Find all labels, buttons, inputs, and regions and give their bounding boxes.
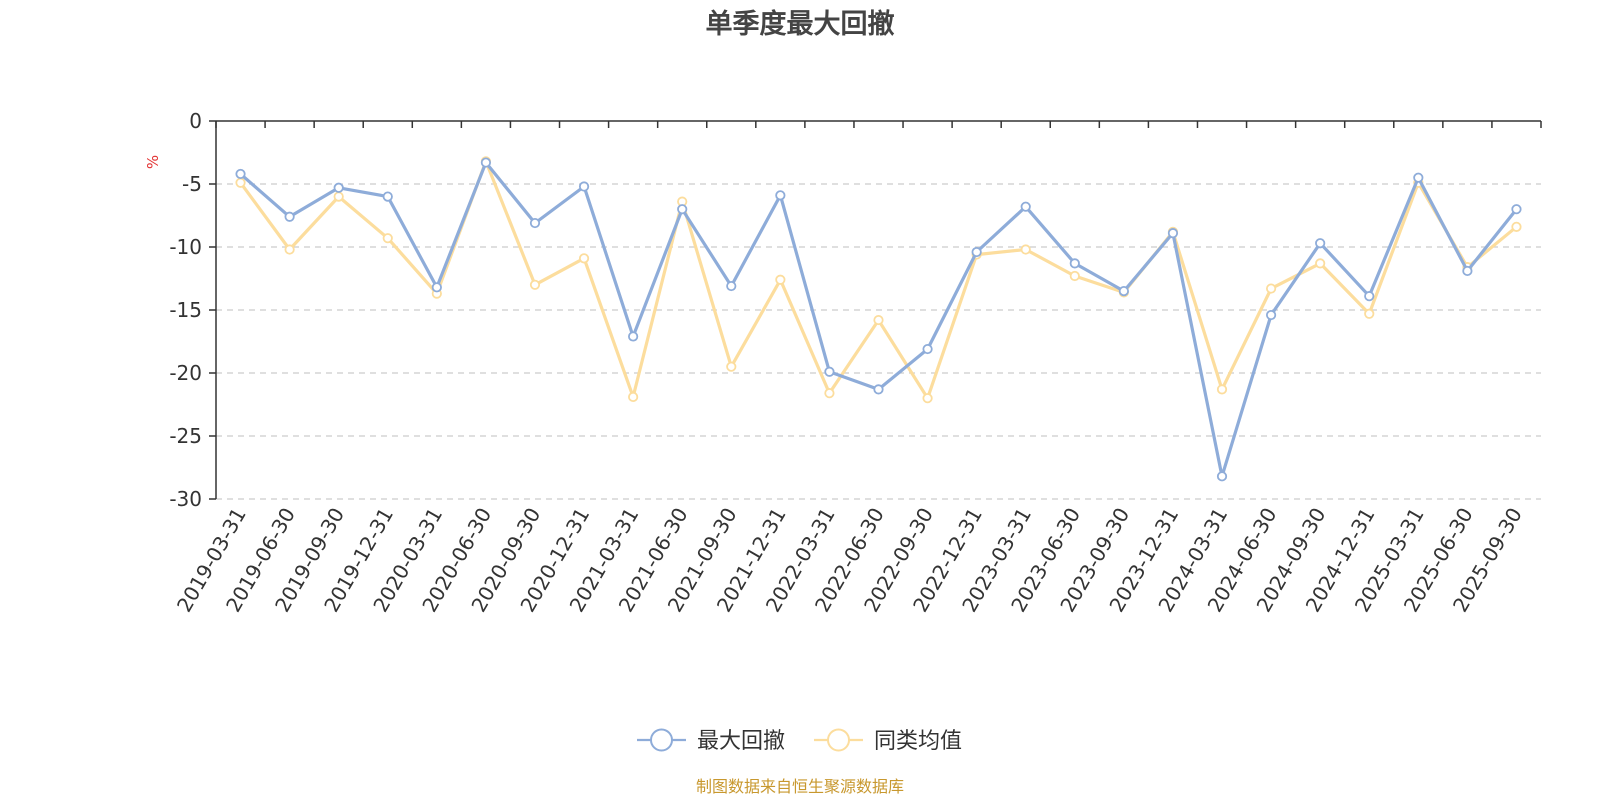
point-0-13	[873, 384, 884, 395]
point-0-24	[1413, 172, 1424, 183]
point-0-16	[1020, 201, 1031, 212]
legend-item-1[interactable]: 同类均值	[814, 728, 962, 754]
point-0-6	[529, 217, 541, 229]
point-0-7	[578, 181, 590, 192]
point-0-5	[480, 157, 492, 168]
point-0-8	[628, 331, 639, 342]
point-0-23	[1364, 291, 1375, 302]
legend[interactable]: 最大回撤 同类均值	[637, 728, 962, 754]
point-0-2	[333, 182, 344, 193]
axes: 0-5-10-15-20-25-302019-03-312019-06-3020…	[169, 109, 1542, 616]
point-1-17	[1069, 270, 1080, 282]
point-1-8	[628, 391, 639, 403]
point-0-3	[382, 191, 393, 202]
point-1-14	[922, 393, 933, 404]
chart-title: 单季度最大回撤	[706, 8, 895, 40]
point-0-18	[1118, 285, 1129, 297]
point-1-20	[1216, 384, 1228, 395]
legend-item-0[interactable]: 最大回撤	[637, 728, 785, 754]
point-1-23	[1364, 308, 1375, 319]
point-1-21	[1265, 283, 1277, 294]
point-0-26	[1511, 204, 1522, 215]
point-1-3	[382, 233, 393, 244]
point-0-0	[235, 168, 246, 180]
point-0-15	[971, 246, 982, 258]
point-0-22	[1315, 238, 1326, 249]
y-tick-label-2: -10	[169, 235, 202, 259]
point-1-16	[1020, 244, 1031, 255]
y-tick-label-4: -20	[169, 361, 202, 385]
y-tick-label-3: -15	[169, 298, 202, 322]
y-tick-label-5: -25	[169, 424, 202, 448]
point-1-12	[824, 388, 835, 399]
point-1-6	[529, 279, 541, 290]
point-1-13	[873, 314, 884, 326]
point-0-20	[1216, 471, 1228, 482]
point-1-0	[235, 177, 246, 188]
point-1-26	[1511, 221, 1522, 232]
point-1-11	[775, 274, 786, 285]
legend-label-1: 同类均值	[874, 729, 962, 754]
y-tick-label-1: -5	[182, 172, 202, 196]
point-0-9	[677, 204, 688, 215]
point-0-17	[1069, 258, 1080, 269]
point-1-10	[726, 361, 737, 372]
y-tick-label-0: 0	[189, 109, 202, 133]
point-0-11	[775, 190, 786, 201]
point-1-22	[1315, 258, 1326, 269]
point-0-1	[284, 211, 295, 222]
legend-swatch-marker-0	[650, 728, 673, 752]
point-0-19	[1167, 228, 1179, 239]
point-1-1	[284, 244, 295, 255]
y-tick-label-6: -30	[169, 487, 202, 511]
point-0-12	[824, 366, 835, 377]
point-0-10	[726, 280, 737, 292]
point-0-4	[431, 282, 442, 293]
point-0-21	[1265, 309, 1277, 321]
point-1-7	[578, 253, 590, 264]
legend-swatch-marker-1	[827, 728, 850, 752]
y-axis-unit-label: %	[144, 155, 162, 169]
point-1-2	[333, 191, 344, 202]
point-0-25	[1462, 265, 1473, 277]
grid-lines	[216, 183, 1541, 500]
series-0	[235, 157, 1522, 482]
data-source-footer: 制图数据来自恒生聚源数据库	[696, 777, 904, 796]
series-1	[235, 156, 1522, 404]
legend-label-0: 最大回撤	[697, 729, 785, 754]
series-group	[235, 156, 1522, 482]
point-0-14	[922, 343, 933, 355]
